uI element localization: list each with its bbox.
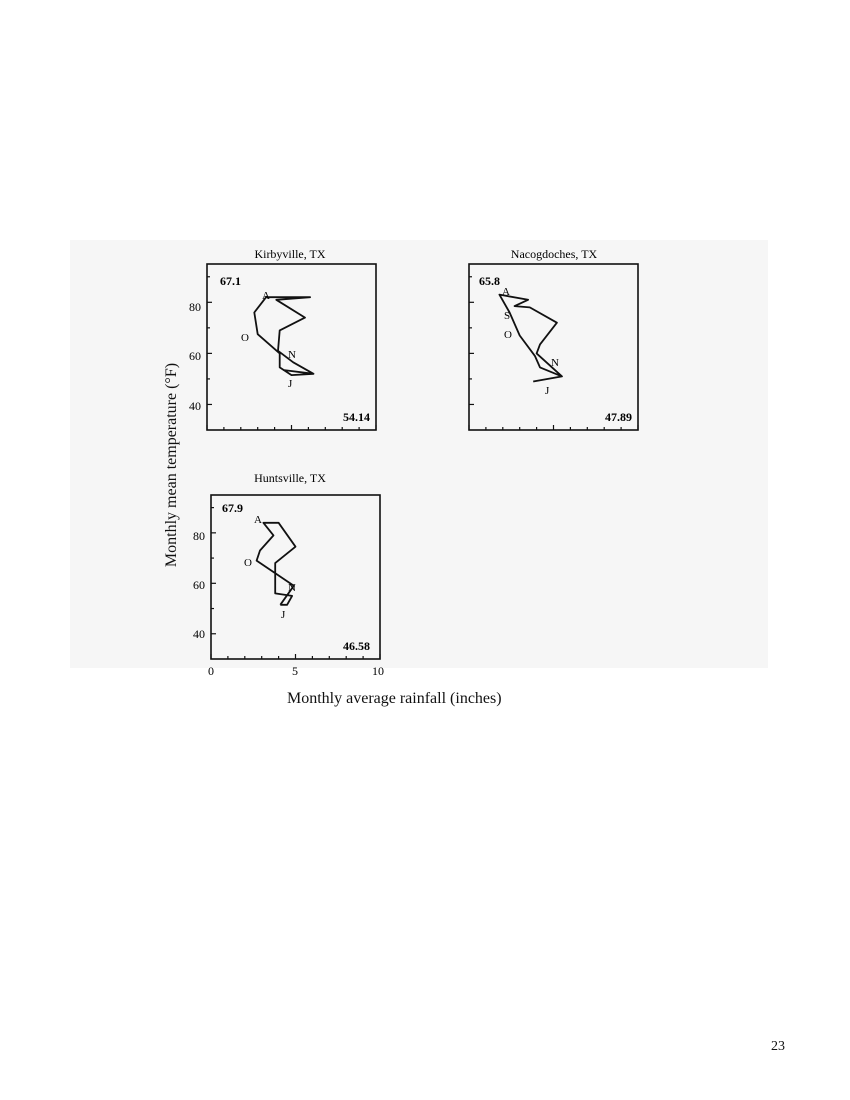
panel-title-nacogdoches: Nacogdoches, TX — [511, 247, 598, 261]
axis-ticks-nacogdoches — [468, 276, 639, 430]
plot-frame-nacogdoches — [468, 263, 639, 431]
axis-ticks-kirbyville — [206, 276, 377, 430]
y-tick-label-60: 60 — [189, 349, 201, 363]
climograph-line-kirbyville — [253, 296, 315, 377]
month-label-j: J — [288, 378, 293, 390]
figure-background — [70, 240, 768, 668]
plot-frame-kirbyville — [206, 263, 377, 431]
panel-title-huntsville: Huntsville, TX — [254, 471, 326, 485]
x-tick-label-5: 5 — [292, 664, 298, 678]
mean-temperature-label: 67.1 — [220, 274, 241, 288]
panel-title-kirbyville: Kirbyville, TX — [254, 247, 325, 261]
month-label-s: S — [504, 310, 510, 322]
y-tick-label-80: 80 — [193, 529, 205, 543]
month-label-a: A — [262, 290, 270, 302]
x-tick-label-10: 10 — [372, 664, 384, 678]
mean-temperature-label: 65.8 — [479, 274, 500, 288]
month-label-n: N — [288, 582, 296, 594]
month-label-n: N — [551, 357, 559, 369]
panel-huntsville: Huntsville, TX 80 60 40 0 5 10 67.9 46.5… — [193, 471, 384, 678]
month-label-o: O — [244, 557, 252, 569]
annual-rainfall-label: 47.89 — [605, 410, 632, 424]
plot-frame-huntsville — [210, 494, 381, 660]
y-tick-label-40: 40 — [189, 399, 201, 413]
month-label-o: O — [241, 332, 249, 344]
panel-nacogdoches: Nacogdoches, TX 65.8 47.89 A S O N J — [468, 247, 639, 431]
month-label-n: N — [288, 349, 296, 361]
page-number: 23 — [771, 1039, 785, 1054]
y-tick-label-40: 40 — [193, 627, 205, 641]
y-tick-label-60: 60 — [193, 578, 205, 592]
axis-ticks-huntsville — [210, 507, 381, 659]
x-tick-label-0: 0 — [208, 664, 214, 678]
x-axis-label: Monthly average rainfall (inches) — [287, 690, 502, 707]
annual-rainfall-label: 46.58 — [343, 639, 370, 653]
month-label-j: J — [545, 385, 550, 397]
y-axis-label: Monthly mean temperature (°F) — [163, 362, 180, 568]
mean-temperature-label: 67.9 — [222, 501, 243, 515]
climograph-line-huntsville — [255, 521, 297, 606]
month-label-j: J — [281, 609, 286, 621]
panel-kirbyville: Kirbyville, TX 80 60 40 67.1 54.14 A O N… — [189, 247, 377, 431]
y-tick-label-80: 80 — [189, 300, 201, 314]
climograph-line-nacogdoches — [498, 293, 563, 383]
month-label-a: A — [502, 286, 510, 298]
month-label-a: A — [254, 514, 262, 526]
annual-rainfall-label: 54.14 — [343, 410, 370, 424]
month-label-o: O — [504, 329, 512, 341]
